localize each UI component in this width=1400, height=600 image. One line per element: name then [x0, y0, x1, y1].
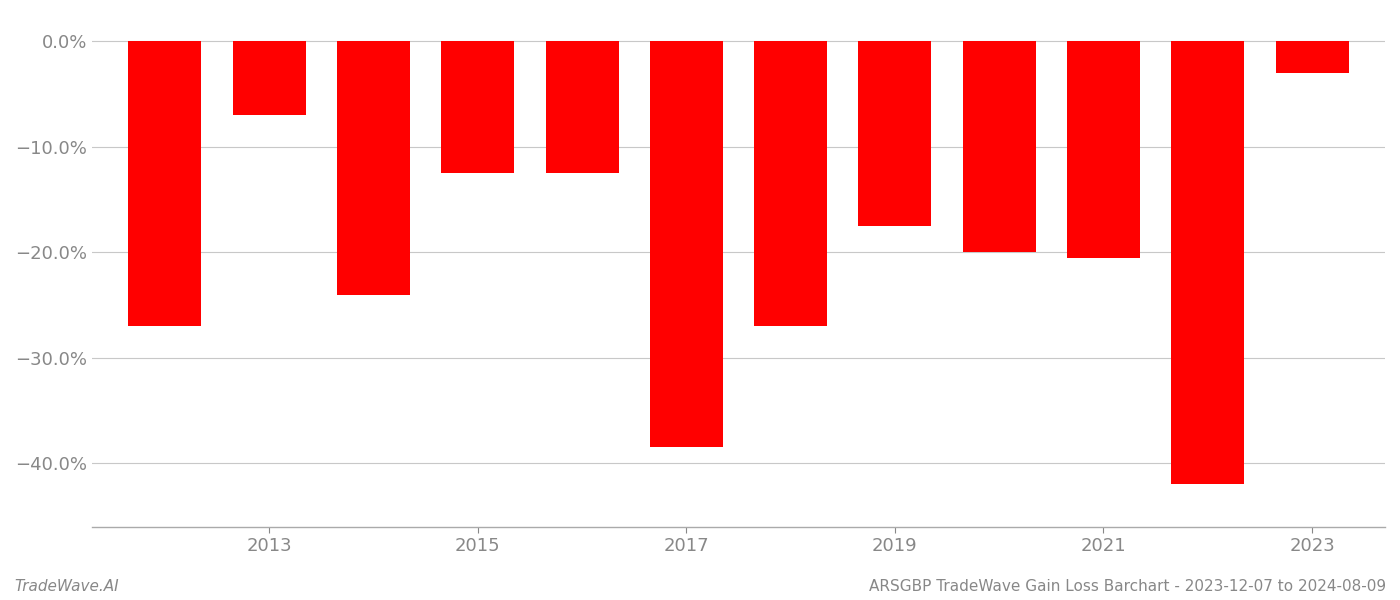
Bar [1067, 41, 1140, 257]
Bar [650, 41, 722, 448]
Bar [441, 41, 514, 173]
Bar [337, 41, 410, 295]
Bar [232, 41, 305, 115]
Bar [755, 41, 827, 326]
Bar [858, 41, 931, 226]
Text: TradeWave.AI: TradeWave.AI [14, 579, 119, 594]
Text: ARSGBP TradeWave Gain Loss Barchart - 2023-12-07 to 2024-08-09: ARSGBP TradeWave Gain Loss Barchart - 20… [869, 579, 1386, 594]
Bar [963, 41, 1036, 253]
Bar [129, 41, 202, 326]
Bar [1172, 41, 1245, 484]
Bar [1275, 41, 1348, 73]
Bar [546, 41, 619, 173]
